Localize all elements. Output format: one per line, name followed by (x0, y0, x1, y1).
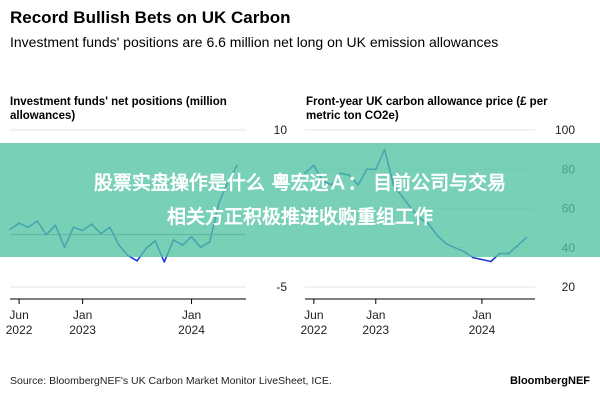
y-tick-label: -5 (276, 280, 287, 294)
x-tick-label: 2024 (178, 323, 205, 337)
data-point (472, 256, 474, 259)
y-tick-label: 10 (274, 123, 288, 137)
data-point (481, 258, 483, 261)
x-tick-label: 2022 (6, 323, 33, 337)
promo-banner: 股票实盘操作是什么 粤宏远Ａ： 目前公司与交易 相关方正积极推进收购重组工作 (0, 143, 600, 257)
x-tick-label: Jun (304, 308, 323, 322)
left-panel-title: Investment funds' net positions (million… (10, 96, 227, 122)
x-tick-label: 2023 (362, 323, 389, 337)
x-tick-label: 2023 (69, 323, 96, 337)
right-panel-title: Front-year UK carbon allowance price (£ … (306, 96, 548, 122)
x-tick-label: Jan (182, 308, 201, 322)
x-tick-label: Jan (472, 308, 491, 322)
x-tick-label: Jan (73, 308, 92, 322)
x-tick-label: 2024 (469, 323, 496, 337)
data-point (136, 259, 138, 262)
chart-title: Record Bullish Bets on UK Carbon (10, 8, 291, 27)
x-tick-label: Jun (9, 308, 28, 322)
banner-line-1: 股票实盘操作是什么 粤宏远Ａ： 目前公司与交易 (93, 172, 507, 194)
x-tick-label: Jan (366, 308, 385, 322)
banner-line-2: 相关方正积极推进收购重组工作 (166, 206, 433, 228)
y-tick-label: 100 (555, 123, 575, 137)
chart-subtitle: Investment funds' positions are 6.6 mill… (10, 34, 499, 50)
source-note: Source: BloombergNEF's UK Carbon Market … (10, 375, 332, 387)
data-point (163, 260, 166, 263)
brand-logo: BloombergNEF (509, 375, 590, 387)
data-point (489, 260, 492, 263)
y-tick-label: 20 (562, 280, 576, 294)
x-tick-label: 2022 (300, 323, 327, 337)
